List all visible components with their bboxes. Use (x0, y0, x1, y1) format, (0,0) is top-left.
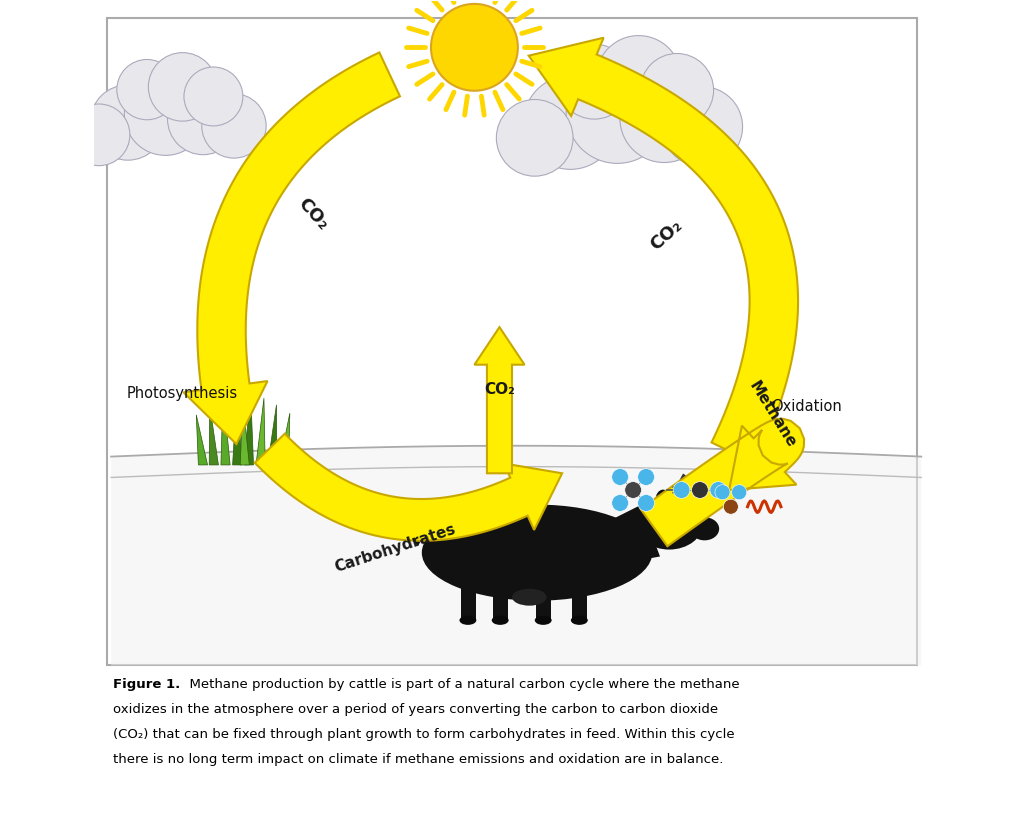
Text: (CO₂) that can be fixed through plant growth to form carbohydrates in feed. With: (CO₂) that can be fixed through plant gr… (113, 728, 734, 741)
Circle shape (117, 59, 177, 120)
Text: CO₂: CO₂ (294, 194, 332, 234)
Polygon shape (197, 415, 208, 465)
Bar (461, 565, 475, 620)
Text: Figure 1.: Figure 1. (113, 678, 180, 691)
Text: CO₂: CO₂ (647, 216, 686, 254)
Ellipse shape (492, 616, 509, 625)
Ellipse shape (570, 616, 588, 625)
Circle shape (611, 468, 629, 485)
Ellipse shape (636, 497, 703, 550)
Text: Methane: Methane (746, 379, 799, 451)
Circle shape (710, 482, 727, 499)
Text: Carbohydrates: Carbohydrates (333, 522, 458, 575)
Circle shape (723, 499, 738, 515)
Text: Oxidation: Oxidation (771, 399, 842, 414)
Circle shape (148, 53, 217, 122)
Bar (572, 565, 587, 620)
Polygon shape (221, 391, 230, 465)
Circle shape (69, 104, 130, 166)
Bar (494, 565, 508, 620)
Circle shape (523, 75, 617, 169)
Polygon shape (245, 390, 254, 465)
Circle shape (566, 61, 669, 163)
Ellipse shape (460, 616, 476, 625)
Polygon shape (267, 405, 276, 465)
Bar (537, 565, 551, 620)
Circle shape (557, 44, 632, 119)
Circle shape (625, 482, 641, 499)
Circle shape (715, 484, 730, 499)
Polygon shape (528, 38, 798, 463)
Polygon shape (255, 434, 562, 541)
Polygon shape (474, 327, 524, 473)
Circle shape (124, 73, 207, 155)
Polygon shape (232, 385, 242, 465)
Ellipse shape (655, 489, 671, 511)
Circle shape (663, 86, 742, 167)
Ellipse shape (422, 504, 652, 601)
Text: there is no long term impact on climate if methane emissions and oxidation are i: there is no long term impact on climate … (113, 753, 723, 766)
Text: CO₂: CO₂ (484, 382, 515, 397)
Circle shape (497, 100, 573, 176)
Bar (106, 18, 918, 665)
Circle shape (640, 54, 714, 127)
Circle shape (691, 482, 709, 499)
Ellipse shape (535, 616, 552, 625)
Polygon shape (670, 473, 688, 502)
Circle shape (202, 94, 266, 158)
Polygon shape (209, 405, 218, 465)
Circle shape (638, 468, 654, 485)
Circle shape (638, 494, 654, 511)
Ellipse shape (690, 517, 719, 541)
Circle shape (673, 482, 690, 499)
Polygon shape (256, 398, 265, 465)
Text: Photosynthesis: Photosynthesis (126, 386, 238, 401)
Polygon shape (280, 413, 290, 465)
Circle shape (732, 484, 746, 499)
Circle shape (620, 74, 709, 163)
Polygon shape (111, 446, 922, 665)
Circle shape (596, 35, 681, 121)
Ellipse shape (512, 589, 547, 606)
Polygon shape (610, 505, 660, 564)
Circle shape (431, 4, 518, 91)
Polygon shape (397, 510, 423, 546)
Circle shape (611, 494, 629, 511)
Text: Methane production by cattle is part of a natural carbon cycle where the methane: Methane production by cattle is part of … (181, 678, 740, 691)
Circle shape (168, 84, 239, 155)
Circle shape (90, 85, 166, 160)
Polygon shape (641, 419, 804, 546)
Polygon shape (183, 53, 400, 444)
Text: oxidizes in the atmosphere over a period of years converting the carbon to carbo: oxidizes in the atmosphere over a period… (113, 703, 718, 716)
Polygon shape (241, 402, 249, 465)
Circle shape (184, 67, 243, 126)
